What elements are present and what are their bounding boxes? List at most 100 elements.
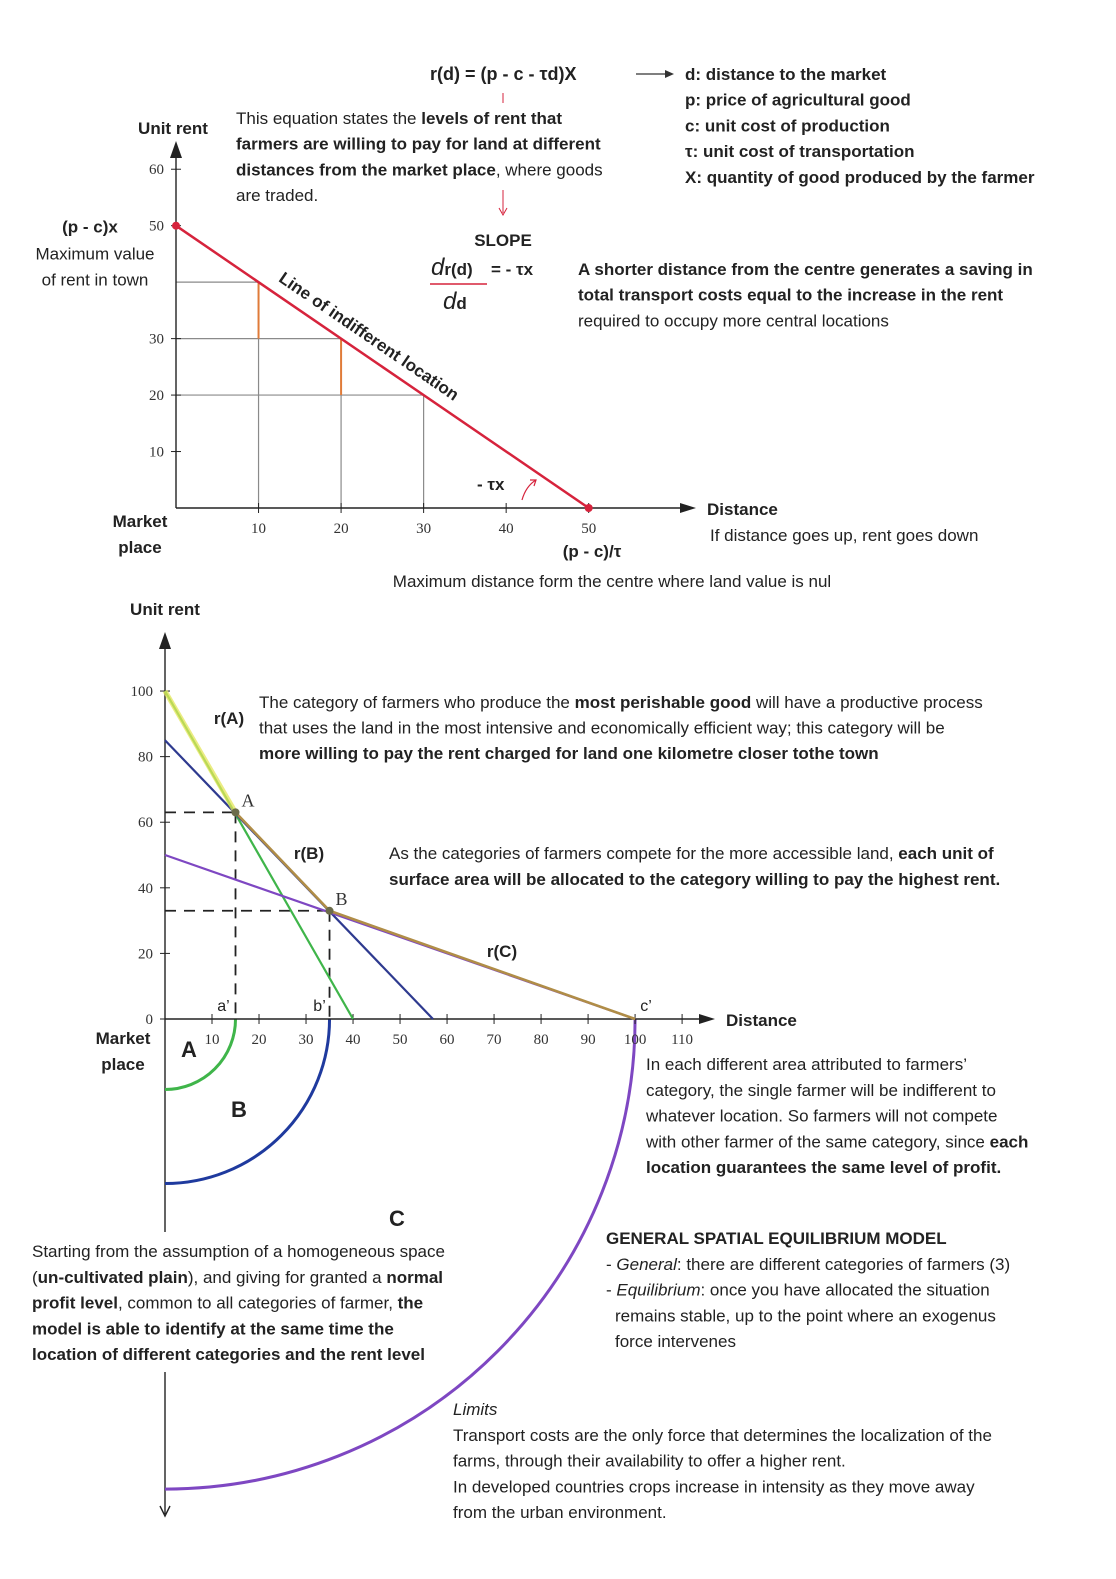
text-run: whatever location. So farmers will not c…	[645, 1107, 998, 1126]
text-run: General	[616, 1255, 678, 1274]
point-label: B	[336, 889, 348, 909]
slope-label: - τx	[477, 475, 505, 494]
y-tick-label: 60	[149, 162, 164, 178]
text-run: In developed countries crops increase in…	[453, 1477, 975, 1496]
paragraph-line: that uses the land in the most intensive…	[259, 719, 945, 738]
x-tick-label: 20	[334, 521, 349, 537]
endpoint	[584, 504, 593, 512]
paragraph-line: Starting from the assumption of a homoge…	[32, 1242, 445, 1261]
text-run: will have a productive process	[751, 693, 983, 712]
origin-label: place	[118, 538, 161, 557]
paragraph-line: from the urban environment.	[453, 1503, 667, 1522]
text-run: This equation states the	[236, 109, 421, 128]
definition: τ: unit cost of transportation	[685, 142, 915, 161]
text-run: , where goods	[496, 160, 603, 179]
y-axis-label: Unit rent	[130, 600, 200, 619]
paragraph-line: In developed countries crops increase in…	[453, 1477, 975, 1496]
x-tick-label: 10	[251, 521, 266, 537]
paragraph-line: force intervenes	[615, 1332, 736, 1351]
x-tick-label: 100	[624, 1032, 647, 1048]
paragraph-line: profit level, common to all categories o…	[32, 1294, 423, 1313]
text-run: Limits	[453, 1400, 498, 1419]
envelope-segment	[234, 811, 331, 912]
paragraph-line: As the categories of farmers compete for…	[389, 844, 994, 863]
paragraph-line: location of different categories and the…	[32, 1345, 425, 1364]
slope-curve-arrowhead	[530, 479, 537, 487]
y-axis-label: Unit rent	[138, 119, 208, 138]
x-tick-label: 60	[440, 1032, 455, 1048]
y-tick-label: 10	[149, 445, 164, 461]
paragraph-line: - Equilibrium: once you have allocated t…	[606, 1281, 990, 1300]
paragraph-line: total transport costs equal to the incre…	[578, 286, 1003, 305]
text-run: with other farmer of the same category, …	[645, 1132, 990, 1151]
slope-rhs: = - τx	[491, 260, 534, 279]
paragraph-line: are traded.	[236, 186, 318, 205]
formula: r(d) = (p - c - τd)X	[430, 64, 577, 84]
text-run: the	[398, 1294, 424, 1313]
paragraph-line: This equation states the levels of rent …	[236, 109, 562, 128]
zone-arc	[164, 1018, 637, 1491]
text-run: d	[443, 288, 457, 315]
slope-numerator: dr(d)	[431, 254, 473, 281]
text-run: required to occupy more central location…	[578, 311, 889, 330]
text-run: remains stable, up to the point where an…	[615, 1306, 996, 1325]
paragraph-line: surface area will be allocated to the ca…	[389, 870, 1000, 889]
slope-curve-arrow	[521, 479, 537, 501]
x-axis-label: Distance	[707, 500, 778, 519]
x-tick-label: 20	[252, 1032, 267, 1048]
origin-label: Market	[96, 1029, 151, 1048]
paragraph-line: The category of farmers who produce the …	[259, 693, 983, 712]
series-label: r(A)	[214, 709, 244, 728]
x-tick-label: 50	[393, 1032, 408, 1048]
text-run: d	[456, 294, 466, 313]
y-axis-arrow	[159, 632, 171, 649]
x-tick-label: 80	[534, 1032, 549, 1048]
paragraph-line: A shorter distance from the centre gener…	[578, 260, 1033, 279]
text-run: un-cultivated plain	[38, 1268, 188, 1287]
text-run: Transport costs are the only force that …	[453, 1426, 992, 1445]
slope-title: SLOPE	[474, 231, 532, 250]
text-run: d	[431, 254, 445, 281]
text-run: more willing to pay the rent charged for…	[259, 744, 879, 763]
y-tick-label: 30	[149, 332, 164, 348]
x-tick-label: 30	[416, 521, 431, 537]
x-axis-arrow	[699, 1014, 715, 1024]
paragraph-line: required to occupy more central location…	[578, 311, 889, 330]
y-tick-label: 60	[138, 815, 153, 831]
y-tick-label: 100	[131, 684, 154, 700]
x-axis-arrow	[680, 503, 696, 513]
text-run: : there are different categories of farm…	[677, 1255, 1010, 1274]
paragraph-line: distances from the market place, where g…	[236, 160, 603, 179]
text-run: location guarantees the same level of pr…	[646, 1158, 1001, 1177]
x-tick-label: 90	[581, 1032, 596, 1048]
text-run: surface area will be allocated to the ca…	[389, 870, 1000, 889]
text-run: ), and giving for granted a	[188, 1268, 386, 1287]
text-run: A shorter distance from the centre gener…	[578, 260, 1033, 279]
text-run: farmers are willing to pay for land at d…	[236, 135, 601, 154]
origin-label: Market	[113, 512, 168, 531]
envelope-segment	[162, 689, 238, 814]
envelope-segment	[329, 909, 636, 1021]
text-run: As the categories of farmers compete for…	[389, 844, 898, 863]
text-run: from the urban environment.	[453, 1503, 667, 1522]
y-tick-label: 20	[149, 388, 164, 404]
paragraph-line: GENERAL SPATIAL EQUILIBRIUM MODEL	[606, 1229, 947, 1248]
text-run: GENERAL SPATIAL EQUILIBRIUM MODEL	[606, 1229, 947, 1248]
series-label: r(C)	[487, 942, 517, 961]
y-axis-arrow	[170, 141, 182, 158]
x-note: If distance goes up, rent goes down	[710, 526, 978, 545]
text-run: r(d)	[444, 260, 472, 279]
zone-label: C	[389, 1206, 405, 1231]
boundary-label: a’	[217, 998, 229, 1015]
formula-arrowhead	[665, 70, 674, 78]
text-run: force intervenes	[615, 1332, 736, 1351]
paragraph-line: category, the single farmer will be indi…	[646, 1081, 996, 1100]
boundary-label: b’	[313, 998, 325, 1015]
text-run: -	[606, 1281, 616, 1300]
text-run: are traded.	[236, 186, 318, 205]
text-run: total transport costs equal to the incre…	[578, 286, 1003, 305]
y-tick-label: 0	[146, 1012, 154, 1028]
definition: c: unit cost of production	[685, 116, 890, 135]
